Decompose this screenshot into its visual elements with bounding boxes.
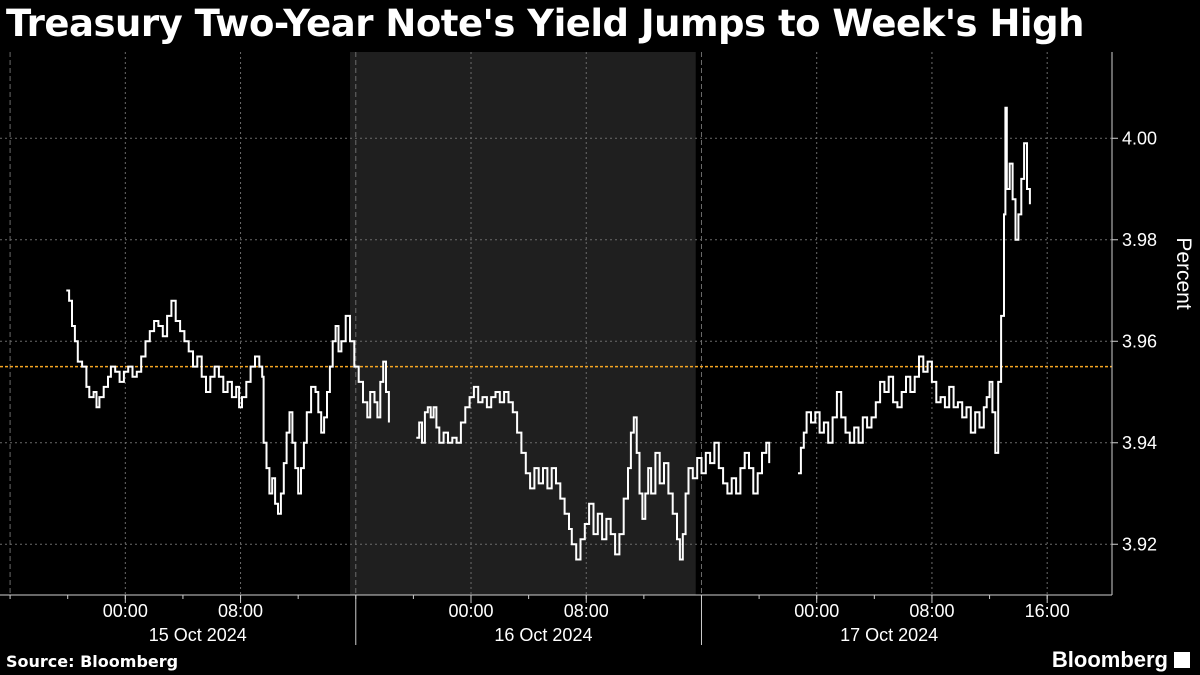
x-tick-label: 00:00: [103, 601, 148, 621]
y-axis-title: Percent: [1172, 237, 1195, 310]
series-line-segment: [66, 289, 390, 515]
x-date-label: 16 Oct 2024: [494, 625, 592, 645]
x-tick-label: 08:00: [909, 601, 954, 621]
x-tick-label: 16:00: [1025, 601, 1070, 621]
shaded-region-layer: [350, 52, 696, 595]
bloomberg-chart-icon: [1174, 652, 1190, 668]
x-tick-label: 00:00: [794, 601, 839, 621]
series-line-segment: [416, 385, 771, 561]
source-note: Source: Bloomberg: [6, 652, 179, 671]
y-tick-label: 3.96: [1122, 331, 1157, 351]
shaded-day-region: [350, 52, 696, 595]
x-tick-label: 08:00: [218, 601, 263, 621]
y-tick-label: 3.98: [1122, 230, 1157, 250]
x-date-label: 15 Oct 2024: [149, 625, 247, 645]
y-tick-label: 3.94: [1122, 433, 1157, 453]
y-tick-label: 3.92: [1122, 534, 1157, 554]
brand-name: Bloomberg: [1051, 647, 1168, 672]
series-layer: [66, 106, 1031, 561]
series-line-segment: [798, 106, 1031, 475]
chart-title: Treasury Two-Year Note's Yield Jumps to …: [6, 2, 1084, 45]
x-tick-label: 08:00: [564, 601, 609, 621]
axis-layer: 3.92 3.94 3.96 3.98 4.00 Percent 00:00 08:00 00:…: [0, 52, 1195, 645]
x-date-label: 17 Oct 2024: [840, 625, 938, 645]
y-tick-label: 4.00: [1122, 128, 1157, 148]
x-tick-label: 00:00: [448, 601, 493, 621]
brand-logo: Bloomberg: [1052, 647, 1190, 673]
